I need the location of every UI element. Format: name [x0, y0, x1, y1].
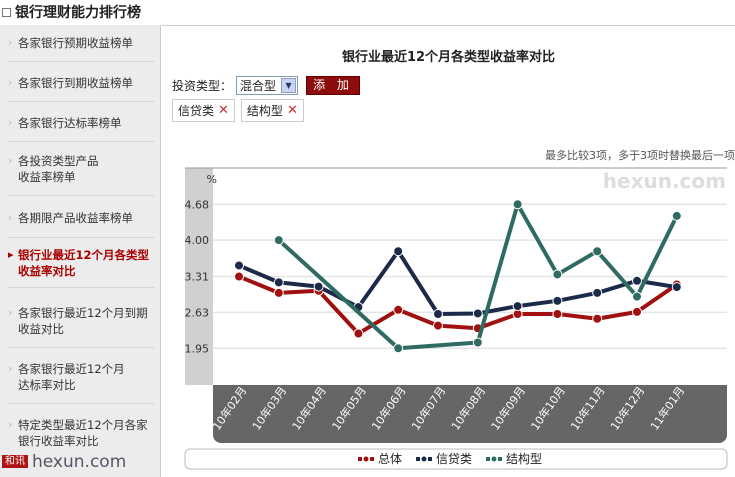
legend-item: 信贷类 — [416, 452, 472, 466]
data-point — [273, 235, 284, 246]
data-point — [592, 287, 603, 298]
divider — [8, 141, 154, 142]
data-point — [472, 308, 483, 319]
type-row: 投资类型： 混合型 ▼ 添 加 — [172, 76, 361, 95]
chart-title: 银行业最近12个月各类型收益率对比 — [341, 50, 556, 65]
divider — [8, 403, 154, 404]
legend-label: 信贷类 — [436, 452, 472, 466]
data-point — [353, 328, 364, 339]
divider — [8, 61, 154, 62]
data-point — [512, 301, 523, 312]
page-title: 银行理财能力排行榜 — [2, 2, 141, 22]
x-axis-band — [213, 385, 727, 443]
legend-item: 总体 — [358, 452, 402, 466]
divider — [8, 195, 154, 196]
data-point — [552, 295, 563, 306]
close-icon[interactable]: ✕ — [286, 103, 298, 118]
sidebar: 各家银行预期收益榜单各家银行到期收益榜单各家银行达标率榜单各投资类型产品收益率榜… — [0, 25, 161, 477]
y-tick-label: 4.00 — [185, 234, 210, 247]
tag-label: 结构型 — [246, 104, 283, 118]
data-point — [234, 260, 244, 271]
sidebar-item[interactable]: 各家银行达标率榜单 — [8, 115, 154, 131]
y-tick-label: 2.63 — [185, 306, 210, 319]
tag-label: 信贷类 — [178, 104, 215, 118]
type-select[interactable]: 混合型 ▼ — [236, 76, 299, 95]
data-point — [273, 287, 284, 298]
data-point — [632, 291, 642, 302]
legend-marker — [421, 456, 427, 462]
hexun-logo: 和讯 hexun.com — [2, 453, 126, 471]
data-point — [393, 246, 404, 257]
page-title-text: 银行理财能力排行榜 — [15, 5, 141, 21]
close-icon[interactable]: ✕ — [218, 103, 229, 118]
divider — [8, 287, 154, 288]
y-unit-label: % — [207, 173, 217, 186]
tag-structured: 结构型 ✕ — [240, 99, 304, 122]
legend-marker — [416, 457, 420, 461]
data-point — [393, 304, 404, 315]
data-point — [592, 246, 603, 257]
watermark: hexun.com — [603, 169, 726, 193]
y-axis-band — [185, 168, 213, 385]
data-point — [433, 309, 443, 320]
type-select-value: 混合型 — [240, 79, 277, 93]
sidebar-item[interactable]: 各期限产品收益率榜单 — [8, 210, 154, 226]
divider — [8, 101, 154, 102]
legend-label: 结构型 — [506, 451, 542, 466]
series-line — [277, 202, 679, 351]
chevron-down-icon[interactable]: ▼ — [281, 78, 297, 93]
data-point — [433, 320, 443, 331]
data-point — [512, 199, 523, 210]
data-point — [472, 337, 483, 348]
legend-label: 总体 — [378, 452, 402, 466]
square-icon — [2, 7, 11, 17]
legend-marker — [491, 456, 497, 462]
data-point — [632, 275, 642, 286]
sidebar-item[interactable]: 各家银行到期收益榜单 — [8, 75, 154, 91]
data-point — [234, 271, 244, 282]
data-point — [552, 269, 563, 280]
legend-marker — [370, 457, 374, 461]
divider — [8, 237, 154, 238]
sidebar-item[interactable]: 各家银行预期收益榜单 — [8, 35, 154, 51]
y-tick-label: 3.31 — [185, 271, 210, 284]
legend-marker — [498, 457, 502, 461]
legend-marker — [363, 456, 369, 462]
legend-marker — [486, 457, 490, 461]
type-label: 投资类型： — [172, 79, 233, 93]
series-line — [238, 249, 678, 317]
series-line — [238, 274, 678, 336]
y-tick-label: 4.68 — [185, 198, 210, 211]
data-point — [671, 282, 682, 293]
main-panel: 银行业最近12个月各类型收益率对比 投资类型： 混合型 ▼ 添 加 信贷类 ✕ 结构… — [162, 25, 735, 477]
data-point — [313, 281, 324, 292]
legend-item: 结构型 — [486, 451, 542, 466]
tag-credit: 信贷类 ✕ — [172, 99, 235, 122]
compare-note: 最多比较3项，多于3项时替换最后一项 — [545, 149, 735, 162]
data-point — [671, 210, 682, 221]
y-tick-label: 1.95 — [185, 342, 210, 355]
sidebar-item[interactable]: 银行业最近12个月各类型收益率对比 — [8, 247, 154, 279]
divider — [8, 347, 154, 348]
data-point — [393, 343, 404, 354]
data-point — [552, 309, 563, 320]
legend-box — [184, 448, 728, 470]
add-button[interactable]: 添 加 — [306, 76, 361, 95]
legend-marker — [428, 457, 432, 461]
legend-marker — [358, 457, 362, 461]
data-point — [592, 313, 603, 324]
selected-tags: 信贷类 ✕ 结构型 ✕ — [172, 99, 304, 122]
data-point — [632, 306, 642, 317]
data-point — [273, 277, 284, 288]
